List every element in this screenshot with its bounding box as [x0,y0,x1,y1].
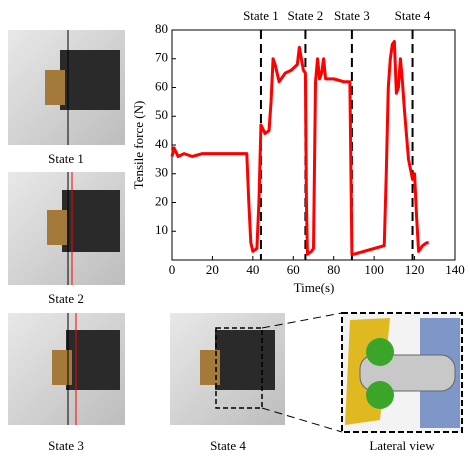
x-tick-label: 80 [327,262,340,277]
caption: State 3 [48,438,84,453]
caption: State 1 [48,151,84,166]
y-tick-label: 20 [155,193,168,208]
y-tick-label: 10 [155,222,168,237]
state-label: State 4 [395,8,431,23]
x-tick-label: 100 [364,262,384,277]
y-tick-label: 70 [155,50,168,65]
state-label: State 1 [243,8,279,23]
caption: State 4 [210,438,246,453]
photo-state-3 [8,313,125,425]
state-label: State 3 [334,8,370,23]
x-tick-label: 0 [169,262,176,277]
state-label: State 2 [288,8,324,23]
x-tick-label: 60 [287,262,300,277]
y-tick-label: 30 [155,165,168,180]
y-axis-label: Tensile force (N) [131,101,146,190]
y-tick-label: 80 [155,21,168,36]
x-tick-label: 20 [206,262,219,277]
x-tick-label: 140 [445,262,465,277]
photo-state-1 [8,30,125,145]
data-line [170,40,429,256]
x-tick-label: 40 [246,262,259,277]
x-tick-label: 120 [405,262,425,277]
caption: State 2 [48,291,84,306]
photo-state-4 [170,312,343,433]
caption: Lateral view [369,438,435,453]
photo-state-2 [8,172,125,285]
x-axis-label: Time(s) [294,280,335,295]
y-tick-label: 60 [155,78,168,93]
lateral-view [341,312,463,433]
y-tick-label: 40 [155,136,168,151]
y-tick-label: 50 [155,107,168,122]
